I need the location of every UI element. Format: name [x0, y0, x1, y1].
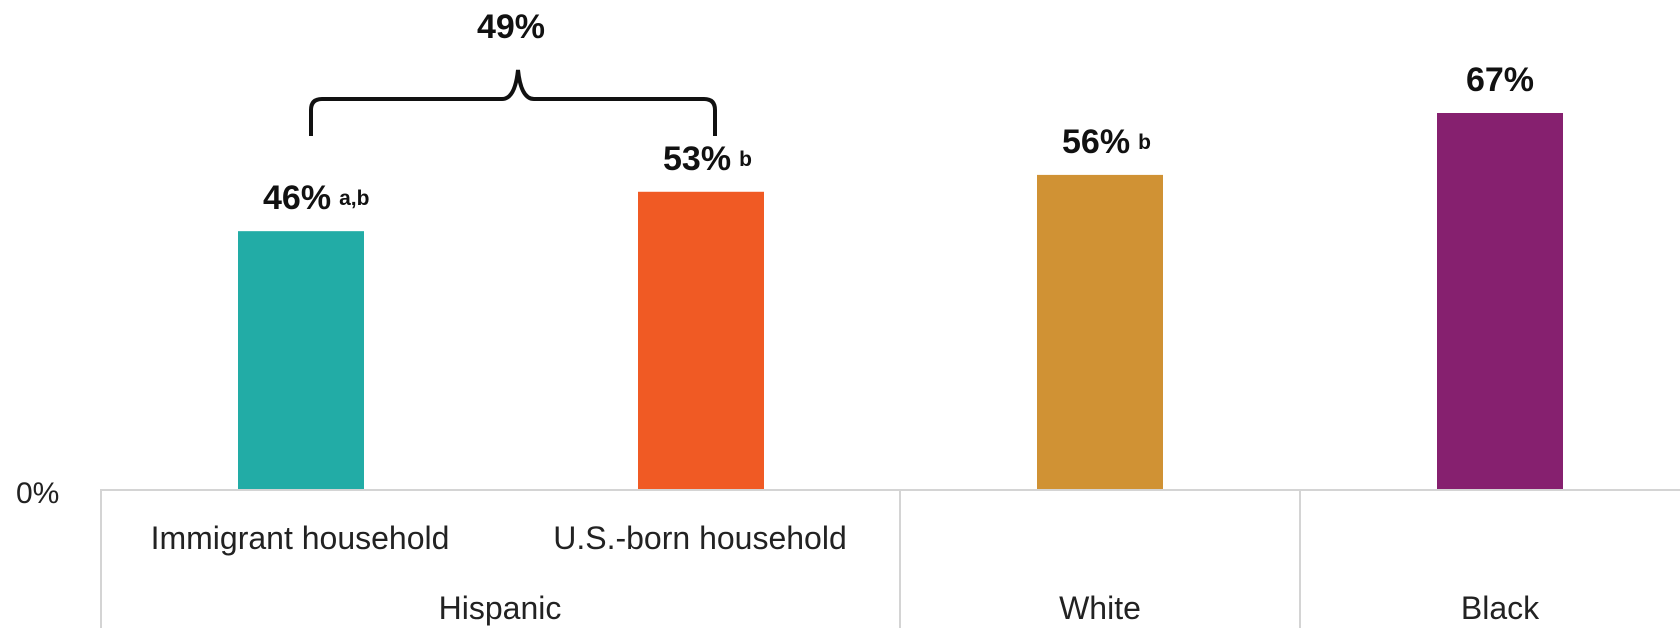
value-label: 46% a,b: [263, 179, 369, 217]
group-label: White: [1059, 590, 1141, 626]
bar-immigrant-household: [238, 231, 364, 490]
category-axis: [100, 489, 1680, 628]
bracket-line: [309, 69, 717, 136]
value-label-superscript: b: [1138, 131, 1151, 154]
category-labels-group: Immigrant household U.S.-born household Hi…: [151, 520, 1541, 626]
bars-group: [238, 113, 1563, 491]
value-label: 56% b: [1062, 123, 1151, 161]
value-label-superscript: b: [739, 148, 752, 171]
bar-u-s-born-household: [638, 191, 764, 490]
y-tick-label: 0%: [16, 477, 59, 510]
bar-white: [1037, 174, 1163, 491]
category-label: Immigrant household: [151, 520, 450, 556]
value-label: 53% b: [663, 140, 752, 178]
value-label-superscript: a,b: [339, 187, 369, 210]
bracket-annotation: 49%: [309, 8, 717, 136]
value-labels-group: 46% a,b 53% b 56% b 67%: [263, 61, 1534, 217]
group-label: Black: [1461, 590, 1540, 626]
bar-black: [1437, 113, 1563, 490]
category-label: U.S.-born household: [553, 520, 847, 556]
bracket-label: 49%: [477, 8, 545, 46]
group-label: Hispanic: [439, 590, 562, 626]
value-label: 67%: [1466, 61, 1534, 99]
